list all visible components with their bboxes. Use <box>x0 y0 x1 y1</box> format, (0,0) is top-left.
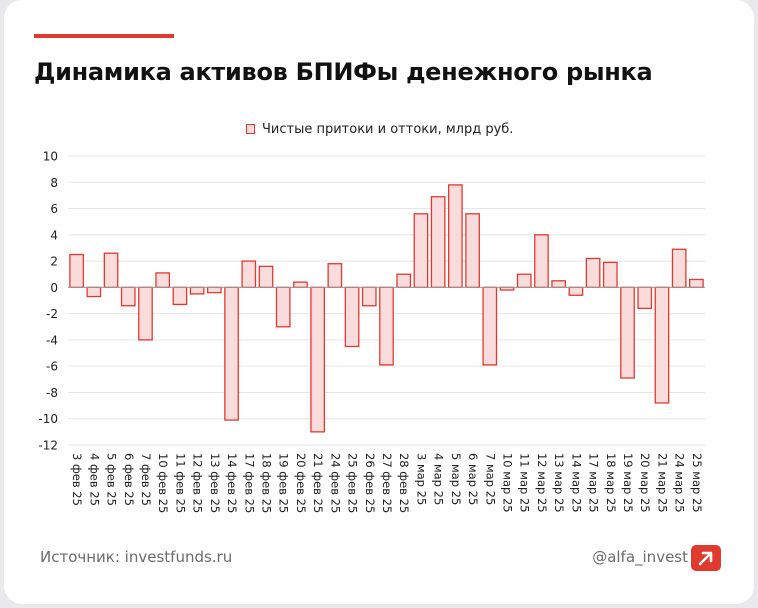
bar <box>637 286 653 310</box>
y-tick-label: -2 <box>46 307 58 321</box>
source-text: Источник: investfunds.ru <box>40 548 233 566</box>
x-tick-label: 4 мар 25 <box>432 453 446 505</box>
x-tick-label: 5 мар 25 <box>449 453 463 505</box>
x-tick-label: 26 фев 25 <box>363 453 377 513</box>
legend-label: Чистые притоки и оттоки, млрд руб. <box>262 121 514 137</box>
x-tick-label: 13 фев 25 <box>208 453 222 513</box>
bar <box>361 286 377 307</box>
x-tick-label: 12 фев 25 <box>191 453 205 513</box>
bar <box>69 253 84 289</box>
bar <box>689 278 704 289</box>
bar <box>344 286 360 348</box>
x-tick-label: 17 фев 25 <box>242 453 256 513</box>
bar <box>602 261 618 289</box>
x-tick-label: 7 фев 25 <box>139 453 153 506</box>
alfa-logo-icon <box>691 545 721 571</box>
bar <box>120 286 136 307</box>
y-tick-label: 4 <box>50 228 58 242</box>
bar <box>103 252 119 289</box>
y-tick-label: -12 <box>38 439 58 453</box>
y-tick-label: -4 <box>46 333 58 347</box>
bar <box>189 286 205 295</box>
x-tick-label: 11 мар 25 <box>518 453 532 513</box>
bar <box>275 286 291 328</box>
x-tick-label: 21 мар 25 <box>655 453 669 513</box>
x-tick-label: 5 фев 25 <box>105 453 119 506</box>
bar <box>448 184 463 289</box>
bar <box>413 213 429 289</box>
x-tick-label: 7 мар 25 <box>483 453 497 505</box>
bar <box>654 286 670 404</box>
y-tick-label: 6 <box>50 202 58 216</box>
x-tick-label: 14 фев 25 <box>225 453 239 513</box>
bar <box>482 286 498 366</box>
accent-line <box>34 34 174 38</box>
x-tick-label: 28 фев 25 <box>397 453 411 513</box>
y-tick-label: 2 <box>50 255 58 269</box>
x-tick-label: 10 мар 25 <box>501 453 515 513</box>
bar <box>224 286 239 421</box>
x-tick-label: 18 фев 25 <box>259 453 273 513</box>
x-tick-label: 25 мар 25 <box>690 453 704 513</box>
x-tick-label: 18 мар 25 <box>604 453 618 513</box>
y-tick-label: 0 <box>50 281 58 295</box>
bar <box>293 281 308 289</box>
bar <box>241 260 257 289</box>
y-tick-label: -8 <box>46 386 58 400</box>
x-tick-label: 27 фев 25 <box>380 453 394 513</box>
x-tick-label: 19 фев 25 <box>277 453 291 513</box>
bar <box>138 286 153 341</box>
x-tick-label: 24 фев 25 <box>328 453 342 513</box>
bar <box>534 234 549 289</box>
bar <box>310 286 325 433</box>
bar <box>430 196 446 289</box>
bar <box>396 273 412 289</box>
bar <box>258 265 274 289</box>
y-tick-label: -6 <box>46 360 58 374</box>
x-tick-label: 20 фев 25 <box>294 453 308 513</box>
x-tick-label: 20 мар 25 <box>638 453 652 513</box>
x-tick-label: 4 фев 25 <box>87 453 101 506</box>
bar <box>620 286 635 379</box>
x-tick-label: 3 мар 25 <box>414 453 428 505</box>
bar <box>379 286 394 366</box>
bar <box>155 272 171 289</box>
legend-swatch <box>246 124 255 134</box>
x-tick-label: 12 мар 25 <box>535 453 549 513</box>
x-tick-label: 17 мар 25 <box>587 453 601 513</box>
x-tick-label: 21 фев 25 <box>311 453 325 513</box>
x-tick-label: 6 мар 25 <box>466 453 480 505</box>
x-tick-label: 14 мар 25 <box>569 453 583 513</box>
x-tick-label: 6 фев 25 <box>122 453 136 506</box>
x-tick-label: 25 фев 25 <box>346 453 360 513</box>
bar <box>568 286 584 296</box>
x-tick-label: 13 мар 25 <box>552 453 566 513</box>
bar <box>585 257 601 289</box>
social-handle[interactable]: @alfa_invest <box>592 548 688 566</box>
bar <box>465 213 480 289</box>
bar <box>86 286 102 298</box>
bar <box>327 263 343 289</box>
bar <box>172 286 188 306</box>
x-tick-label: 11 фев 25 <box>173 453 187 513</box>
page-title: Динамика активов БПИФы денежного рынка <box>34 58 653 86</box>
x-tick-label: 10 фев 25 <box>156 453 170 513</box>
y-tick-label: -10 <box>38 412 58 426</box>
x-tick-label: 19 мар 25 <box>621 453 635 513</box>
y-tick-label: 10 <box>43 150 58 164</box>
bar <box>516 273 532 289</box>
y-tick-label: 8 <box>50 176 58 190</box>
x-tick-label: 3 фев 25 <box>70 453 84 506</box>
x-tick-label: 24 мар 25 <box>673 453 687 513</box>
bar <box>671 248 687 289</box>
bar <box>206 286 222 294</box>
bar <box>551 280 567 289</box>
chart-legend: Чистые притоки и оттоки, млрд руб. <box>246 120 513 138</box>
